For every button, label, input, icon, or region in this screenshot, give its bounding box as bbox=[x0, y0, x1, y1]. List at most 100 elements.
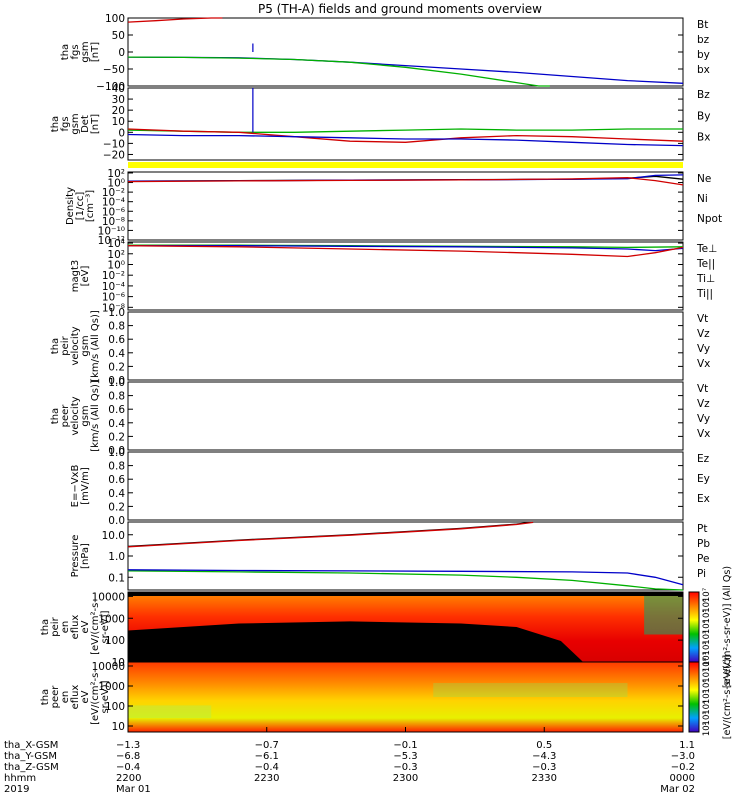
series-line bbox=[128, 245, 684, 252]
y-axis-label: [eV] bbox=[80, 266, 91, 287]
x-axis-row-label: tha_X-GSM bbox=[4, 740, 58, 751]
panel-frame bbox=[127, 451, 684, 521]
x-axis-row-label: hhmm bbox=[4, 773, 36, 784]
series-line bbox=[127, 521, 534, 548]
colorbar-tick-label: 10¹ bbox=[702, 652, 712, 666]
y-tick-label: 10² bbox=[107, 249, 125, 261]
y-tick-label: 10⁻⁴ bbox=[102, 197, 125, 209]
y-tick-label: 1.0 bbox=[108, 447, 125, 459]
y-tick-label: 10.0 bbox=[102, 530, 125, 542]
y-axis-label: peer bbox=[60, 404, 71, 428]
legend-entry: Bx bbox=[697, 132, 710, 144]
series-line bbox=[127, 570, 684, 591]
colorbar bbox=[688, 661, 700, 733]
y-tick-label: 0.0 bbox=[108, 445, 125, 457]
y-axis-label: fgs bbox=[70, 44, 81, 59]
y-tick-label: 10⁻² bbox=[102, 187, 125, 199]
y-axis-label: tha bbox=[40, 689, 51, 705]
x-tick-value: 0.5 bbox=[536, 740, 552, 751]
y-tick-label: 0.8 bbox=[108, 391, 125, 403]
y-axis-label: magt3 bbox=[70, 260, 81, 293]
y-tick-label: 0.1 bbox=[108, 572, 125, 584]
y-tick-label: 0.0 bbox=[108, 375, 125, 387]
y-axis-label: sr-eV)] bbox=[100, 680, 111, 713]
colorbar-tick-label: 10⁶ bbox=[702, 598, 712, 613]
y-tick-label: 1.0 bbox=[108, 377, 125, 389]
y-axis-label: [nPa] bbox=[80, 543, 91, 569]
legend-entry: Vz bbox=[697, 328, 710, 340]
x-tick-value: −0.1 bbox=[393, 740, 417, 751]
y-tick-label: 10⁴ bbox=[107, 238, 125, 250]
legend-entry: Ne bbox=[697, 173, 711, 185]
y-tick-label: 0.4 bbox=[108, 488, 125, 500]
y-axis-label: Det bbox=[80, 115, 91, 133]
y-axis-label: eflux bbox=[70, 615, 81, 640]
x-tick-value: −1.3 bbox=[116, 740, 140, 751]
y-tick-label: 0.6 bbox=[108, 404, 125, 416]
x-tick-value: −4.3 bbox=[532, 751, 556, 762]
y-axis-label: gsm bbox=[80, 405, 91, 426]
series-line bbox=[127, 521, 534, 548]
y-axis-label: [km/s (All Qs)] bbox=[90, 310, 101, 382]
y-tick-label: 50 bbox=[112, 30, 125, 42]
y-axis-label: eV bbox=[80, 690, 91, 703]
panel-frame bbox=[127, 87, 684, 161]
legend-entry: Vy bbox=[697, 343, 710, 355]
y-axis-label: [km/s (All Qs)] bbox=[90, 380, 101, 452]
x-tick-value: −0.4 bbox=[116, 762, 140, 773]
y-tick-label: 10⁻² bbox=[102, 270, 125, 282]
y-tick-label: −10 bbox=[103, 138, 125, 150]
panel-frame bbox=[127, 17, 684, 87]
legend-entry: Ti⊥ bbox=[696, 273, 715, 285]
y-axis-label: peir bbox=[50, 616, 61, 636]
legend-entry: Ey bbox=[697, 473, 710, 485]
x-axis-row-label: 2019 bbox=[4, 784, 29, 795]
y-tick-label: 1000 bbox=[98, 681, 125, 693]
y-axis-label: gsm bbox=[80, 335, 91, 356]
y-axis-label: eV bbox=[80, 620, 91, 633]
legend-entry: Ez bbox=[697, 453, 710, 465]
y-axis-label: peir bbox=[60, 335, 71, 355]
y-tick-label: 10² bbox=[107, 168, 125, 180]
y-axis-label: tha bbox=[50, 338, 61, 354]
series-line bbox=[127, 56, 550, 87]
legend-entry: By bbox=[697, 110, 710, 122]
y-tick-label: 10⁻⁸ bbox=[102, 216, 125, 228]
y-tick-label: 1.0 bbox=[108, 307, 125, 319]
y-axis-label: eflux bbox=[70, 685, 81, 710]
spectrogram-top-band bbox=[128, 592, 683, 596]
y-tick-label: 100 bbox=[105, 13, 125, 25]
series-line bbox=[127, 128, 684, 143]
colorbar-tick-label: 10² bbox=[702, 722, 712, 736]
x-tick-value: −0.4 bbox=[255, 762, 279, 773]
x-tick-value: 2300 bbox=[393, 773, 418, 784]
chart-title: P5 (TH-A) fields and ground moments over… bbox=[258, 2, 542, 16]
x-axis-row-label: tha_Y-GSM bbox=[4, 751, 57, 762]
y-tick-label: 100 bbox=[105, 635, 125, 647]
y-axis-label: [mV/m] bbox=[80, 467, 91, 505]
x-tick-value: −5.3 bbox=[393, 751, 417, 762]
y-tick-label: 10⁻⁸ bbox=[102, 302, 125, 314]
y-tick-label: 20 bbox=[112, 105, 125, 117]
x-tick-value: −3.0 bbox=[671, 751, 695, 762]
legend-entry: Npot bbox=[697, 213, 722, 225]
y-tick-label: 1000 bbox=[98, 613, 125, 625]
y-tick-label: 10000 bbox=[92, 661, 125, 673]
y-axis-label: [nT] bbox=[90, 42, 101, 62]
panel-frame bbox=[127, 241, 684, 311]
x-tick-value: Mar 02 bbox=[660, 784, 695, 795]
y-axis-label: en bbox=[60, 691, 71, 704]
y-tick-label: 0.8 bbox=[108, 461, 125, 473]
y-tick-label: 0.2 bbox=[108, 431, 125, 443]
y-tick-label: 10⁻¹² bbox=[98, 235, 125, 247]
legend-entry: Bt bbox=[697, 19, 708, 31]
colorbar-tick-label: 10⁴ bbox=[702, 700, 712, 715]
y-axis-label: [nT] bbox=[90, 114, 101, 134]
legend-entry: Vy bbox=[697, 413, 710, 425]
panel-frame bbox=[127, 171, 684, 241]
legend-entry: Pt bbox=[697, 523, 707, 535]
x-tick-value: 2230 bbox=[254, 773, 279, 784]
y-axis-label: gsm bbox=[80, 41, 91, 62]
x-axis-row-label: tha_Z-GSM bbox=[4, 762, 59, 773]
